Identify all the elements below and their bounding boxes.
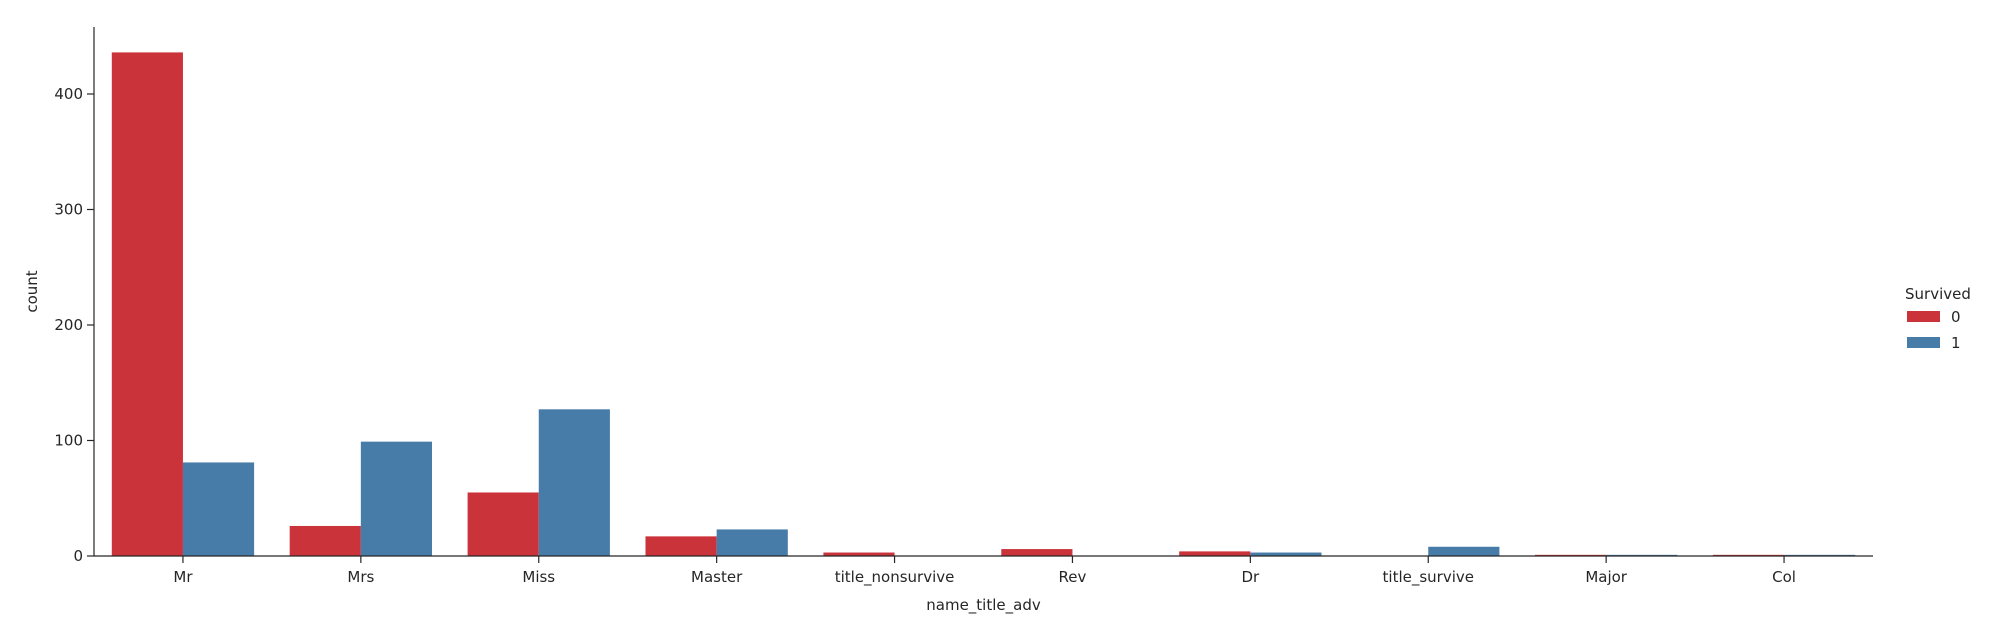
bar-Mr-series-1 xyxy=(182,462,255,556)
bar-title_nonsurvive-series-0 xyxy=(823,552,895,556)
x-tick-label: Rev xyxy=(1059,568,1087,586)
legend-title: Survived xyxy=(1905,285,1971,303)
legend-label-0: 0 xyxy=(1951,308,1961,326)
x-tick-label: title_nonsurvive xyxy=(835,568,955,587)
bar-Miss-series-1 xyxy=(538,409,610,556)
legend-swatch-0 xyxy=(1907,311,1940,322)
x-tick-label: Master xyxy=(691,568,743,586)
x-tick-label: Mrs xyxy=(347,568,374,586)
x-tick-label: title_survive xyxy=(1383,568,1474,587)
y-tick-label: 100 xyxy=(54,431,83,449)
y-tick-label: 400 xyxy=(54,85,83,103)
bar-Mrs-series-1 xyxy=(360,441,433,556)
bar-Master-series-0 xyxy=(645,536,717,556)
bar-Dr-series-0 xyxy=(1179,551,1251,556)
legend-swatch-1 xyxy=(1907,337,1940,348)
bar-Mr-series-0 xyxy=(111,52,183,556)
bar-title_survive-series-1 xyxy=(1428,546,1500,556)
x-tick-label: Col xyxy=(1772,568,1796,586)
x-tick-label: Dr xyxy=(1241,568,1260,586)
x-tick-label: Major xyxy=(1585,568,1627,586)
legend-label-1: 1 xyxy=(1951,334,1961,352)
bar-Mrs-series-0 xyxy=(289,525,361,556)
bar-Dr-series-1 xyxy=(1250,552,1322,556)
bar-Miss-series-0 xyxy=(467,492,539,556)
x-tick-label: Mr xyxy=(173,568,193,586)
y-tick-label: 200 xyxy=(54,316,83,334)
y-axis-label: count xyxy=(23,270,41,312)
y-tick-label: 0 xyxy=(73,547,83,565)
x-axis-label: name_title_adv xyxy=(926,596,1041,615)
bar-Rev-series-0 xyxy=(1001,549,1073,556)
y-tick-label: 300 xyxy=(54,200,83,218)
bar-Master-series-1 xyxy=(716,529,788,556)
x-tick-label: Miss xyxy=(522,568,555,586)
